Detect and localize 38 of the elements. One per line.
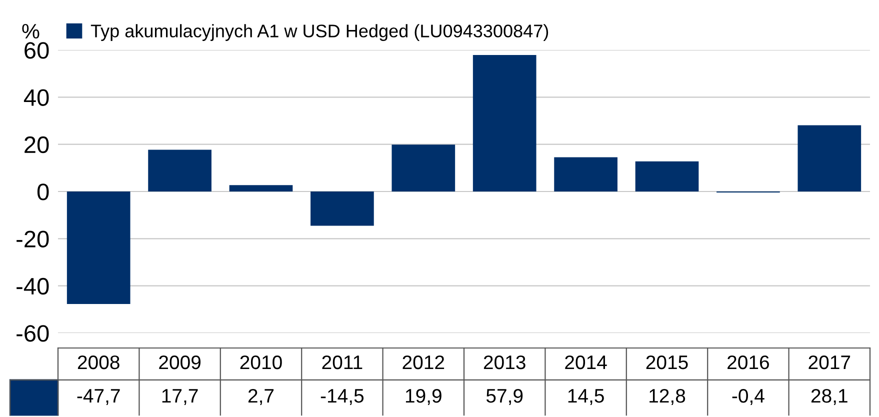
- data-label: 12,8: [650, 388, 686, 406]
- bar: [229, 185, 293, 192]
- y-tick-label: -40: [16, 278, 49, 295]
- bar: [472, 54, 536, 192]
- y-axis-title: %: [22, 24, 40, 39]
- bar: [798, 125, 862, 192]
- y-tick-label: -20: [16, 230, 49, 248]
- x-tick-label: 2010: [240, 355, 282, 370]
- data-label: 19,9: [406, 388, 442, 406]
- y-tick-label: 0: [37, 184, 49, 200]
- data-label: -47,7: [77, 389, 120, 406]
- x-tick-label: 2011: [322, 355, 362, 370]
- bar: [66, 192, 130, 304]
- x-tick-label: 2015: [646, 355, 688, 370]
- bar: [392, 144, 456, 192]
- y-tick-label: -60: [16, 325, 49, 342]
- data-label: 17,7: [162, 389, 198, 406]
- data-label: 2,7: [248, 388, 274, 406]
- data-label: 14,5: [568, 389, 604, 406]
- bar: [148, 150, 212, 192]
- data-label: -0,4: [732, 388, 764, 406]
- bar: [635, 161, 699, 192]
- x-tick-label: 2008: [78, 355, 120, 370]
- x-tick-label: 2016: [728, 355, 769, 370]
- x-tick-label: 2014: [565, 355, 607, 370]
- bar: [554, 157, 618, 192]
- bar: [310, 192, 374, 226]
- x-tick-label: 2009: [159, 355, 201, 370]
- x-tick-label: 2012: [402, 355, 444, 370]
- x-tick-label: 2013: [484, 355, 526, 370]
- data-label: 57,9: [486, 388, 523, 406]
- data-label: 28,1: [811, 388, 848, 406]
- y-tick-label: 40: [24, 89, 49, 106]
- y-tick-label: 20: [24, 136, 49, 154]
- data-label: -14,5: [320, 389, 364, 406]
- x-tick-label: 2017: [808, 355, 850, 370]
- y-tick-label: 60: [24, 42, 49, 59]
- legend-label: Typ akumulacyjnych A1 w USD Hedged (LU0943300847): [90, 24, 548, 41]
